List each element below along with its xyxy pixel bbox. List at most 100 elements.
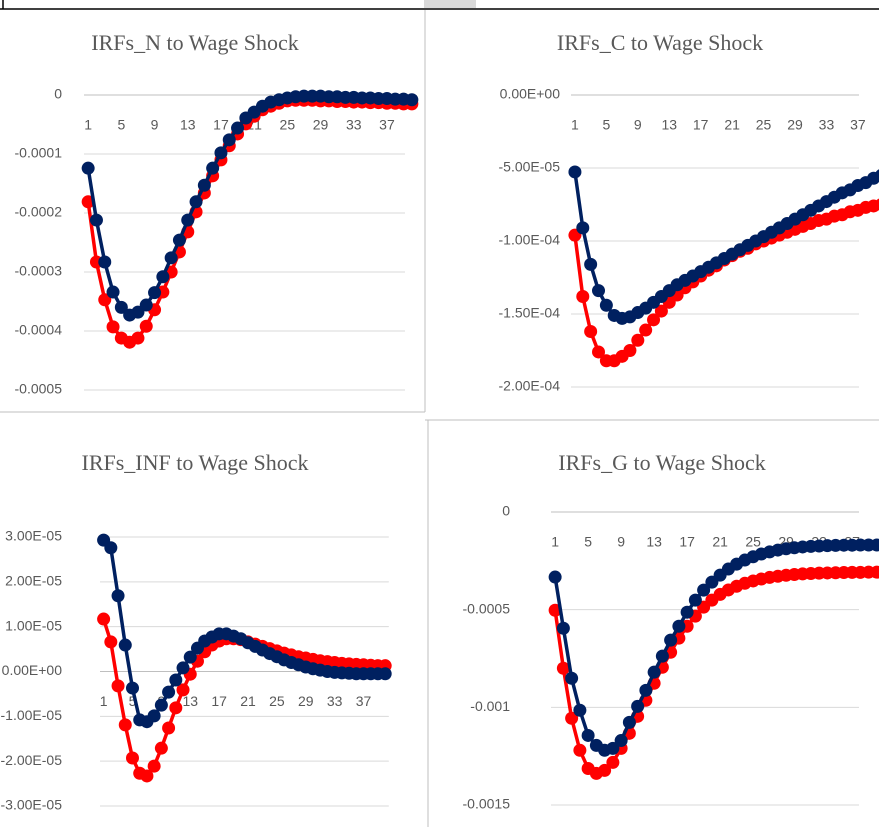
data-point <box>556 621 570 635</box>
data-point <box>111 679 125 693</box>
data-point <box>672 619 686 633</box>
chart-panel: IRFs_N to Wage Shock 0 -0.0001 -0.0002 -0.00… <box>15 30 419 397</box>
data-point <box>581 728 595 742</box>
data-point <box>592 284 606 298</box>
data-point <box>139 319 153 333</box>
data-point <box>172 233 186 247</box>
x-tick-label: 1 <box>100 693 108 709</box>
x-tick-label: 37 <box>379 117 395 133</box>
data-point <box>118 718 132 732</box>
data-point <box>573 743 587 757</box>
data-point <box>576 289 590 303</box>
x-tick-label: 33 <box>819 117 835 133</box>
chart-title: IRFs_C to Wage Shock <box>557 30 763 55</box>
data-point <box>614 734 628 748</box>
x-tick-label: 17 <box>213 117 229 133</box>
x-tick-label: 13 <box>180 117 196 133</box>
y-tick-label: -0.0001 <box>15 145 63 161</box>
data-point <box>639 323 653 337</box>
data-point <box>189 195 203 209</box>
data-point <box>114 300 128 314</box>
x-tick-label: 5 <box>602 117 610 133</box>
data-point <box>164 251 178 265</box>
x-tick-label: 37 <box>356 693 372 709</box>
data-point <box>697 583 711 597</box>
x-tick-label: 25 <box>269 693 285 709</box>
y-tick-label: -0.0015 <box>463 796 511 812</box>
data-point <box>655 649 669 663</box>
data-point <box>556 661 570 675</box>
x-tick-label: 21 <box>712 534 728 550</box>
y-tick-label: 3.00E-05 <box>5 528 62 544</box>
data-point <box>584 257 598 271</box>
x-tick-label: 9 <box>634 117 642 133</box>
chart-panel: IRFs_C to Wage Shock 0.00E+00 -5.00E-05 -1.… <box>499 30 879 394</box>
data-point <box>147 759 161 773</box>
data-point <box>584 325 598 339</box>
y-tick-label: 2.00E-05 <box>5 573 62 589</box>
data-point <box>688 593 702 607</box>
x-tick-label: 5 <box>117 117 125 133</box>
x-tick-label: 25 <box>756 117 772 133</box>
data-point <box>231 121 245 135</box>
data-point <box>97 612 111 626</box>
data-point <box>106 285 120 299</box>
x-tick-label: 29 <box>787 117 803 133</box>
y-tick-label: -0.0005 <box>463 600 511 616</box>
data-point <box>183 650 197 664</box>
data-point <box>573 703 587 717</box>
data-point <box>147 709 161 723</box>
data-point <box>647 313 661 327</box>
x-tick-label: 5 <box>584 534 592 550</box>
data-point <box>870 565 879 579</box>
data-point <box>131 331 145 345</box>
y-tick-label: 1.00E-05 <box>5 617 62 633</box>
data-point <box>106 320 120 334</box>
y-tick-label: -0.0002 <box>15 204 63 220</box>
data-point <box>214 146 228 160</box>
data-point <box>680 605 694 619</box>
x-tick-label: 13 <box>646 534 662 550</box>
data-point <box>176 661 190 675</box>
y-tick-label: -5.00E-05 <box>499 159 561 175</box>
x-tick-label: 17 <box>679 534 695 550</box>
data-point <box>125 681 139 695</box>
x-tick-label: 1 <box>551 534 559 550</box>
y-tick-label: 0.00E+00 <box>500 86 561 102</box>
data-point <box>89 213 103 227</box>
x-tick-label: 13 <box>182 693 198 709</box>
data-point <box>568 165 582 179</box>
y-tick-label: -3.00E-05 <box>1 797 63 813</box>
chart-panel: IRFs_G to Wage Shock 0 -0.0005 -0.001 -0.001… <box>463 450 879 812</box>
data-point <box>156 270 170 284</box>
data-point <box>181 213 195 227</box>
data-point <box>81 161 95 175</box>
data-point <box>206 161 220 175</box>
data-point <box>98 255 112 269</box>
data-point <box>631 333 645 347</box>
data-point <box>599 298 613 312</box>
data-point <box>139 298 153 312</box>
data-point <box>104 635 118 649</box>
data-point <box>104 541 118 555</box>
chart-panel: IRFs_INF to Wage Shock 3.00E-05 2.00E-05 1.… <box>1 450 392 813</box>
cell-fill <box>424 0 476 8</box>
data-point <box>111 589 125 603</box>
y-tick-label: 0.00E+00 <box>2 662 63 678</box>
x-tick-label: 1 <box>84 117 92 133</box>
y-tick-label: -0.0003 <box>15 263 63 279</box>
x-tick-label: 29 <box>313 117 329 133</box>
x-tick-label: 21 <box>724 117 740 133</box>
data-point <box>98 293 112 307</box>
data-point <box>140 769 154 783</box>
data-point <box>169 673 183 687</box>
data-point <box>622 715 636 729</box>
y-tick-label: -1.00E-05 <box>1 707 63 723</box>
y-tick-label: -2.00E-04 <box>499 378 561 394</box>
data-point <box>592 345 606 359</box>
y-tick-label: 0 <box>502 503 510 519</box>
data-point <box>154 698 168 712</box>
data-point <box>548 570 562 584</box>
